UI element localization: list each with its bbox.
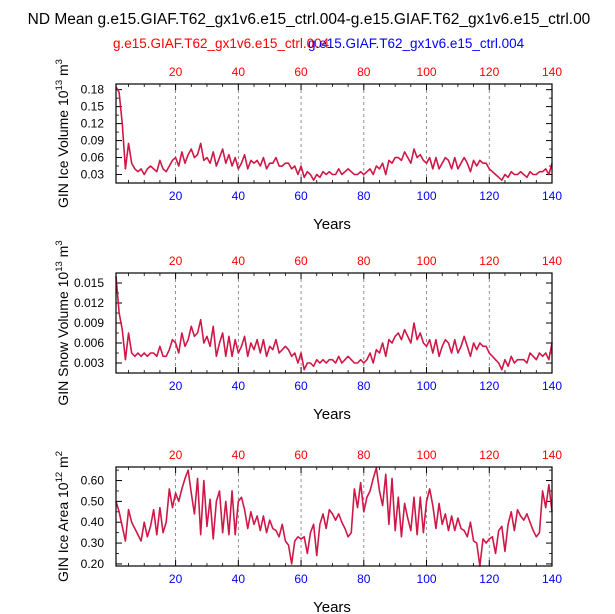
y-tick-label: 0.30 [81,536,105,550]
x-tick-label-bottom: 120 [479,379,499,393]
y-tick-label: 0.50 [81,494,105,508]
y-axis-title-part: m [55,456,71,472]
x-tick-label-top: 100 [417,254,437,268]
y-tick-label: 0.009 [74,316,104,330]
x-tick-label-bottom: 80 [357,379,371,393]
y-tick-label: 0.006 [74,336,104,350]
x-tick-label-bottom: 80 [357,189,371,203]
x-tick-label-top: 140 [542,448,562,462]
y-axis-title-part: 13 [54,261,65,272]
x-tick-label-bottom: 40 [232,572,246,586]
x-tick-label-bottom: 140 [542,189,562,203]
y-tick-label: 0.06 [81,151,105,165]
x-tick-label-top: 20 [169,254,183,268]
x-tick-label-bottom: 140 [542,572,562,586]
panel-2: 20 20 40 40 60 60 80 80 100 100 120 120 140 140 0.003 0… [54,240,562,423]
y-axis-title-part: 3 [54,240,65,245]
x-tick-label-bottom: 140 [542,379,562,393]
figure-title: ND Mean g.e15.GIAF.T62_gx1v6.e15_ctrl.00… [28,11,591,28]
x-tick-label-bottom: 80 [357,572,371,586]
x-tick-label-top: 140 [542,65,562,79]
x-tick-label-bottom: 40 [232,379,246,393]
x-axis-title: Years [313,599,351,614]
x-tick-label-top: 40 [232,65,246,79]
plot-frame [115,272,553,374]
y-axis-title-part: m [55,246,71,262]
y-tick-label: 0.03 [81,168,105,182]
x-tick-label-top: 120 [479,254,499,268]
x-tick-label-top: 60 [294,65,308,79]
x-tick-label-top: 100 [417,65,437,79]
x-tick-label-top: 140 [542,254,562,268]
y-axis-title-part: 13 [54,80,65,91]
x-tick-label-top: 80 [357,254,371,268]
panels-group: 20 20 40 40 60 60 80 80 100 100 120 120 140 140 0.03 0.… [54,59,562,614]
y-tick-label: 0.18 [81,83,105,97]
x-tick-label-bottom: 100 [417,189,437,203]
y-axis-title-part: GIN Ice Volume 10 [55,90,71,208]
x-tick-label-top: 20 [169,65,183,79]
x-tick-label-bottom: 60 [294,379,308,393]
x-tick-label-bottom: 20 [169,189,183,203]
y-axis-title-part: GIN Snow Volume 10 [55,272,71,406]
x-axis-title: Years [313,216,351,233]
x-tick-label-top: 80 [357,448,371,462]
series-line [115,276,553,371]
plot-frame [115,466,553,567]
y-tick-label: 0.012 [74,296,104,310]
y-tick-label: 0.09 [81,134,105,148]
y-tick-label: 0.12 [81,117,105,131]
panel-1: 20 20 40 40 60 60 80 80 100 100 120 120 140 140 0.03 0.… [54,59,562,233]
x-tick-label-bottom: 100 [417,572,437,586]
x-tick-label-top: 40 [232,254,246,268]
x-tick-label-bottom: 60 [294,189,308,203]
y-tick-label: 0.60 [81,474,105,488]
plot-frame [115,83,553,184]
x-tick-label-bottom: 20 [169,379,183,393]
y-axis-title: GIN Ice Area 1012 m2 [54,451,71,582]
x-tick-label-bottom: 100 [417,379,437,393]
x-tick-label-bottom: 120 [479,572,499,586]
y-tick-label: 0.015 [74,276,104,290]
y-axis-title-part: 3 [54,59,65,64]
x-tick-label-top: 60 [294,448,308,462]
x-tick-label-top: 40 [232,448,246,462]
y-tick-label: 0.003 [74,356,104,370]
x-tick-label-bottom: 40 [232,189,246,203]
y-tick-label: 0.15 [81,100,105,114]
panel-3: 20 20 40 40 60 60 80 80 100 100 120 120 140 140 0.20 0.… [54,448,562,614]
legend-label-blue: g.e15.GIAF.T62_gx1v6.e15_ctrl.004 [308,36,525,51]
series-line [115,467,553,567]
y-axis-title-part: 2 [54,451,65,456]
y-tick-label: 0.40 [81,515,105,529]
x-tick-label-top: 100 [417,448,437,462]
y-axis-title-part: GIN Ice Area 10 [55,482,71,582]
x-axis-title: Years [313,406,351,423]
x-tick-label-bottom: 120 [479,189,499,203]
series-line [115,86,553,181]
x-tick-label-top: 60 [294,254,308,268]
y-tick-label: 0.20 [81,557,105,571]
legend-label-red: g.e15.GIAF.T62_gx1v6.e15_ctrl.004 [113,36,330,51]
y-axis-title-part: 12 [54,472,65,483]
x-tick-label-top: 120 [479,65,499,79]
x-tick-label-top: 20 [169,448,183,462]
y-axis-title-part: m [55,64,71,80]
x-tick-label-top: 120 [479,448,499,462]
x-tick-label-bottom: 60 [294,572,308,586]
x-tick-label-top: 80 [357,65,371,79]
y-axis-title: GIN Ice Volume 1013 m3 [54,59,71,208]
y-axis-title: GIN Snow Volume 1013 m3 [54,240,71,405]
x-tick-label-bottom: 20 [169,572,183,586]
